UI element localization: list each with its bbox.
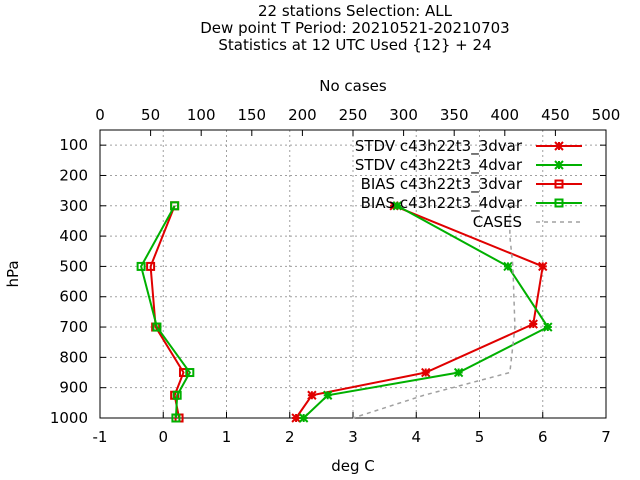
data-point xyxy=(136,261,146,271)
title-line: Dew point T Period: 20210521-20210703 xyxy=(200,19,509,37)
data-point xyxy=(554,198,564,208)
x2-tick-label: 500 xyxy=(592,106,621,124)
series-line xyxy=(352,205,516,419)
x2-tick-label: 350 xyxy=(440,106,469,124)
series-line xyxy=(295,204,544,419)
data-point xyxy=(146,261,156,271)
data-point xyxy=(170,201,180,211)
x-tick-label: 0 xyxy=(158,428,168,446)
series-0 xyxy=(291,201,548,423)
data-point xyxy=(543,322,553,332)
y-axis-label: hPa xyxy=(4,260,22,287)
data-point xyxy=(554,141,564,151)
y-tick-label: 1000 xyxy=(50,409,88,427)
y-axis-ticks: 100 200 300 400 500 600 700 800 900 1000 xyxy=(50,136,606,427)
x2-tick-label: 100 xyxy=(187,106,216,124)
title-line: 22 stations Selection: ALL xyxy=(258,2,453,20)
data-point xyxy=(453,367,464,378)
series-line xyxy=(302,204,550,419)
series-line xyxy=(140,205,191,419)
plot-frame xyxy=(99,129,607,419)
data-point xyxy=(298,413,309,423)
x-axis-label: deg C xyxy=(331,457,375,475)
data-point xyxy=(172,390,182,400)
series-line xyxy=(149,205,185,419)
legend-label: STDV c43h22t3_3dvar xyxy=(355,137,523,156)
data-point xyxy=(322,390,333,400)
legend-label: STDV c43h22t3_4dvar xyxy=(355,156,523,175)
data-point xyxy=(152,322,162,332)
y-tick-label: 200 xyxy=(59,166,88,184)
x-tick-label: 3 xyxy=(348,428,358,446)
x2-tick-label: 450 xyxy=(541,106,570,124)
x2-axis-ticks: 0 50 100 150 200 250 300 350 400 450 500 xyxy=(95,106,620,136)
legend-label: BIAS c43h22t3_4dvar xyxy=(361,194,523,213)
grid xyxy=(100,130,606,418)
y-tick-label: 600 xyxy=(59,288,88,306)
y-tick-label: 700 xyxy=(59,318,88,336)
legend-label: BIAS c43h22t3_3dvar xyxy=(361,175,523,194)
series xyxy=(136,201,553,423)
x2-axis-label: No cases xyxy=(319,77,387,95)
series-1 xyxy=(298,201,553,423)
x2-tick-label: 200 xyxy=(288,106,317,124)
x2-tick-label: 400 xyxy=(490,106,519,124)
x2-tick-label: 300 xyxy=(389,106,418,124)
y-tick-label: 800 xyxy=(59,348,88,366)
x2-tick-label: 50 xyxy=(141,106,160,124)
y-tick-label: 400 xyxy=(59,227,88,245)
series-3 xyxy=(136,201,195,423)
x-tick-label: -1 xyxy=(93,428,108,446)
data-point xyxy=(538,261,548,272)
x2-tick-label: 250 xyxy=(339,106,368,124)
y-tick-label: 300 xyxy=(59,197,88,215)
data-point xyxy=(554,179,564,189)
x-tick-label: 4 xyxy=(411,428,421,446)
data-point xyxy=(185,368,195,378)
data-point xyxy=(171,413,181,423)
data-point xyxy=(421,367,431,378)
x2-tick-label: 0 xyxy=(95,106,105,124)
data-point xyxy=(554,160,564,170)
x-tick-label: 5 xyxy=(475,428,485,446)
x2-tick-label: 150 xyxy=(237,106,266,124)
data-point xyxy=(307,390,317,400)
title-line: Statistics at 12 UTC Used {12} + 24 xyxy=(218,36,491,54)
legend-label: CASES xyxy=(473,213,522,231)
x-axis-ticks: -1 0 1 2 3 4 5 6 7 xyxy=(93,412,611,446)
y-tick-label: 900 xyxy=(59,379,88,397)
data-point xyxy=(503,261,513,272)
data-point xyxy=(528,319,538,329)
data-point xyxy=(291,413,301,423)
x-tick-label: 7 xyxy=(601,428,611,446)
series-4 xyxy=(352,205,516,419)
data-point xyxy=(392,201,402,211)
x-tick-label: 1 xyxy=(222,428,232,446)
x-tick-label: 6 xyxy=(538,428,548,446)
x-tick-label: 2 xyxy=(285,428,295,446)
y-tick-label: 100 xyxy=(59,136,88,154)
y-tick-label: 500 xyxy=(59,257,88,275)
